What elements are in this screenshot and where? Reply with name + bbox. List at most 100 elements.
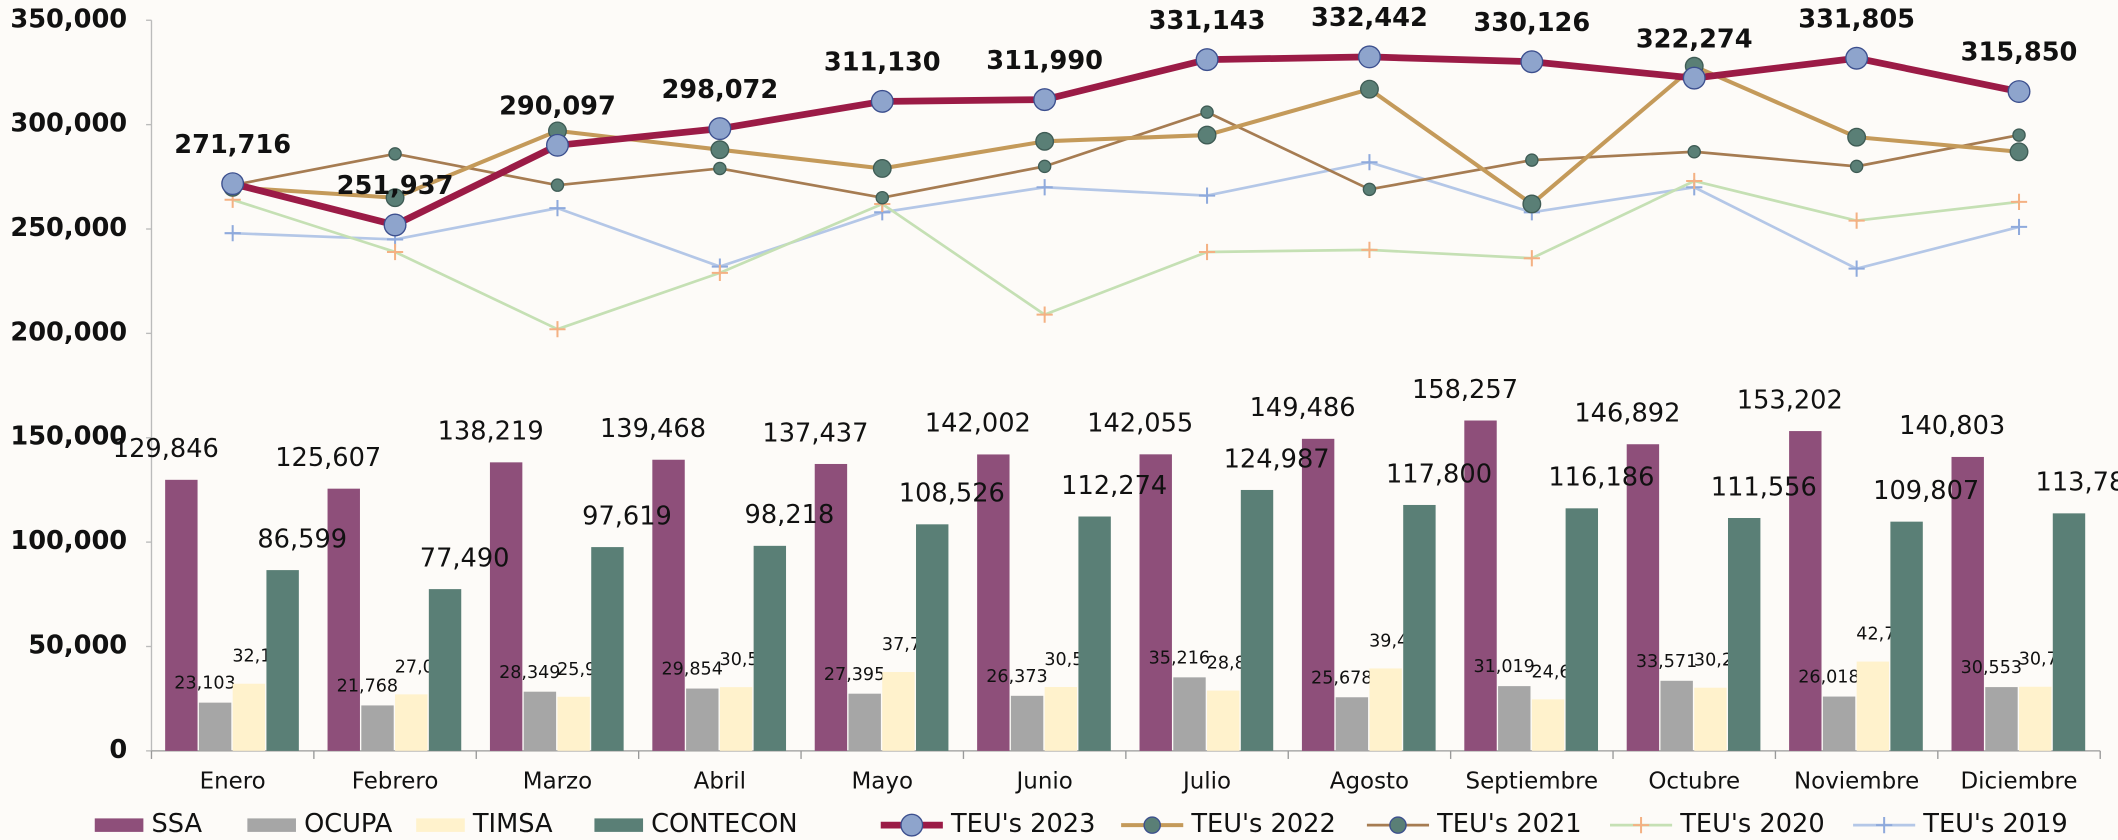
data-label: 129,846 xyxy=(113,434,219,464)
legend-swatch xyxy=(94,818,144,832)
marker xyxy=(1523,250,1540,267)
marker xyxy=(1037,159,1052,174)
x-tick-label: Octubre xyxy=(1648,768,1740,794)
bar xyxy=(165,479,198,751)
bar xyxy=(753,545,787,751)
marker xyxy=(1361,241,1378,258)
data-label: 290,097 xyxy=(499,91,616,121)
marker xyxy=(1362,182,1377,197)
y-tick-label: 200,000 xyxy=(10,317,127,347)
data-label: 33,571 xyxy=(1636,652,1697,672)
bar xyxy=(1139,454,1172,751)
data-label: 116,186 xyxy=(1548,463,1654,493)
data-label: 31,019 xyxy=(1473,657,1534,677)
marker xyxy=(1035,131,1055,151)
data-label: 30,553 xyxy=(1961,658,2022,678)
bar xyxy=(652,459,685,751)
marker xyxy=(1359,79,1379,99)
marker xyxy=(1200,105,1214,119)
data-label: 331,143 xyxy=(1149,6,1266,36)
legend-label: OCUPA xyxy=(304,809,393,839)
line-series xyxy=(232,160,2020,271)
marker xyxy=(1361,154,1378,171)
marker xyxy=(550,178,565,192)
data-label: 113,781 xyxy=(2036,468,2118,498)
data-label: 21,768 xyxy=(337,677,398,697)
legend-marker xyxy=(1876,817,1893,834)
data-label: 109,807 xyxy=(1873,476,1979,506)
bar xyxy=(1207,690,1240,751)
bar xyxy=(2052,513,2086,751)
marker xyxy=(386,243,404,261)
data-label: 251,937 xyxy=(337,171,454,201)
bar xyxy=(1694,687,1727,751)
marker xyxy=(1036,179,1053,196)
marker xyxy=(1198,243,1216,261)
x-tick-label: Junio xyxy=(1015,768,1073,794)
bar xyxy=(198,702,232,751)
data-label: 28,349 xyxy=(499,663,560,683)
y-tick-label: 300,000 xyxy=(10,109,127,139)
x-tick-label: Marzo xyxy=(523,768,592,794)
data-label: 158,257 xyxy=(1412,375,1518,405)
y-tick-label: 250,000 xyxy=(10,213,127,243)
marker xyxy=(549,200,566,217)
bar xyxy=(882,672,915,751)
legend-label: TEU's 2019 xyxy=(1922,809,2067,839)
legend-label: SSA xyxy=(151,809,202,839)
bar xyxy=(1660,680,1693,751)
bar xyxy=(1173,677,1206,751)
bar xyxy=(557,696,590,751)
marker xyxy=(385,188,405,208)
bar xyxy=(1531,699,1565,751)
legend-label: TEU's 2023 xyxy=(950,809,1095,839)
bar xyxy=(1985,687,2018,751)
data-label: 140,803 xyxy=(1899,411,2005,441)
marker xyxy=(708,117,732,141)
bar xyxy=(489,462,523,751)
data-label: 26,018 xyxy=(1798,668,1859,688)
x-tick-label: Julio xyxy=(1181,768,1231,794)
marker xyxy=(713,161,727,176)
marker xyxy=(1845,46,1869,70)
marker xyxy=(1525,153,1539,167)
data-label: 98,218 xyxy=(745,500,835,530)
data-label: 298,072 xyxy=(661,75,778,105)
bar xyxy=(1890,521,1923,751)
data-label: 117,800 xyxy=(1386,459,1492,489)
marker xyxy=(388,147,402,161)
marker xyxy=(2010,193,2028,210)
bar xyxy=(1565,508,1599,751)
bar xyxy=(1010,695,1044,751)
legend-swatch xyxy=(416,818,465,832)
bar xyxy=(2019,686,2052,751)
legend-label: TEU's 2021 xyxy=(1436,809,1581,839)
x-tick-label: Diciembre xyxy=(1960,768,2077,794)
bar xyxy=(361,705,394,751)
bar xyxy=(1626,444,1660,751)
data-label: 77,490 xyxy=(420,543,510,573)
marker xyxy=(549,321,566,338)
data-label: 111,556 xyxy=(1711,472,1817,502)
marker xyxy=(1686,172,1703,190)
bar xyxy=(327,488,360,751)
legend-marker xyxy=(1389,816,1407,834)
marker xyxy=(1687,145,1701,159)
bar xyxy=(686,688,719,751)
bar xyxy=(1403,504,1436,751)
y-tick-label: 350,000 xyxy=(10,4,127,34)
marker xyxy=(870,89,894,113)
x-tick-label: Septiembre xyxy=(1466,768,1599,794)
y-tick-label: 150,000 xyxy=(10,422,127,452)
legend-label: TIMSA xyxy=(472,809,553,839)
data-label: 331,805 xyxy=(1798,4,1915,34)
marker xyxy=(872,159,892,178)
data-label: 139,468 xyxy=(600,414,706,444)
bar xyxy=(1727,517,1761,751)
legend-swatch xyxy=(247,818,296,832)
bar xyxy=(1789,431,1822,751)
legend-marker xyxy=(900,813,924,837)
bar xyxy=(523,691,557,751)
bar xyxy=(1822,696,1856,751)
marker xyxy=(1682,66,1706,90)
